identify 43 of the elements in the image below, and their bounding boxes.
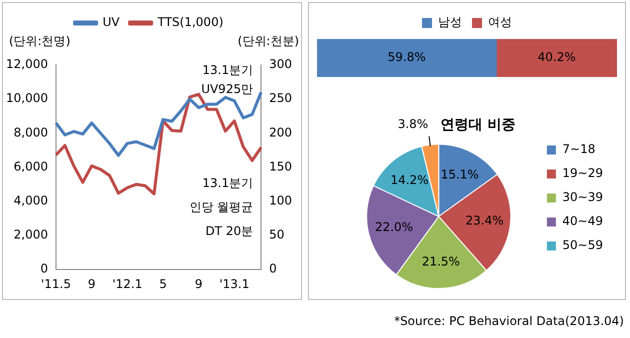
- x-tick-label: 9: [194, 276, 202, 291]
- x-tick-label: '13.1: [219, 276, 250, 291]
- y2-axis-title: (단위:천분): [238, 33, 299, 50]
- x-tick-label: 5: [159, 276, 167, 291]
- data-label: 59.8%: [388, 50, 426, 64]
- legend-label: TTS(1,000): [156, 15, 224, 30]
- legend-label: 남성: [438, 15, 462, 30]
- y-tick-label: 6,000: [14, 159, 48, 174]
- y2-tick-label: 150: [269, 159, 292, 174]
- legend-label: UV: [102, 15, 120, 30]
- data-label: 23.4%: [465, 214, 504, 228]
- y-tick-label: 8,000: [14, 125, 48, 140]
- y2-tick-label: 200: [269, 125, 292, 140]
- y-tick-label: 10,000: [6, 91, 48, 106]
- y2-tick-label: 0: [269, 262, 277, 276]
- data-label: 21.5%: [422, 254, 460, 269]
- data-label: 3.8%: [398, 117, 428, 132]
- x-tick-label: '12.1: [112, 276, 142, 291]
- legend-label: 여성: [488, 15, 512, 30]
- text: *Source: PC Behavioral Data(2013.04): [394, 314, 624, 328]
- y2-tick-label: 50: [269, 228, 284, 242]
- legend-label: 30~39: [562, 190, 603, 204]
- data-label: 14.2%: [390, 172, 429, 187]
- y-tick-label: 12,000: [6, 57, 48, 72]
- legend-label: 50~59: [562, 238, 603, 252]
- y2-tick-label: 300: [269, 57, 292, 72]
- data-label: 22.0%: [374, 220, 414, 234]
- y2-tick-label: 100: [269, 194, 292, 208]
- chart-title: 연령대 비중: [440, 117, 516, 134]
- annotation: 13.1분기 인당 월평균 DT 20분: [189, 176, 254, 238]
- y-tick-label: 0: [40, 262, 48, 276]
- legend-label: 7~18: [562, 142, 596, 156]
- x-tick-label: '11.5: [40, 276, 72, 291]
- x-tick-label: 9: [88, 276, 96, 291]
- y-tick-label: 4,000: [14, 194, 48, 208]
- legend-label: 19~29: [562, 166, 603, 180]
- y-tick-label: 2,000: [14, 228, 48, 242]
- data-label: 40.2%: [538, 50, 576, 64]
- y-axis-title: (단위:천명): [9, 33, 70, 50]
- legend-label: 40~49: [562, 214, 603, 228]
- annotation: 13.1분기 UV925만: [201, 63, 254, 96]
- y2-tick-label: 250: [269, 91, 292, 106]
- data-label: 15.1%: [440, 167, 479, 182]
